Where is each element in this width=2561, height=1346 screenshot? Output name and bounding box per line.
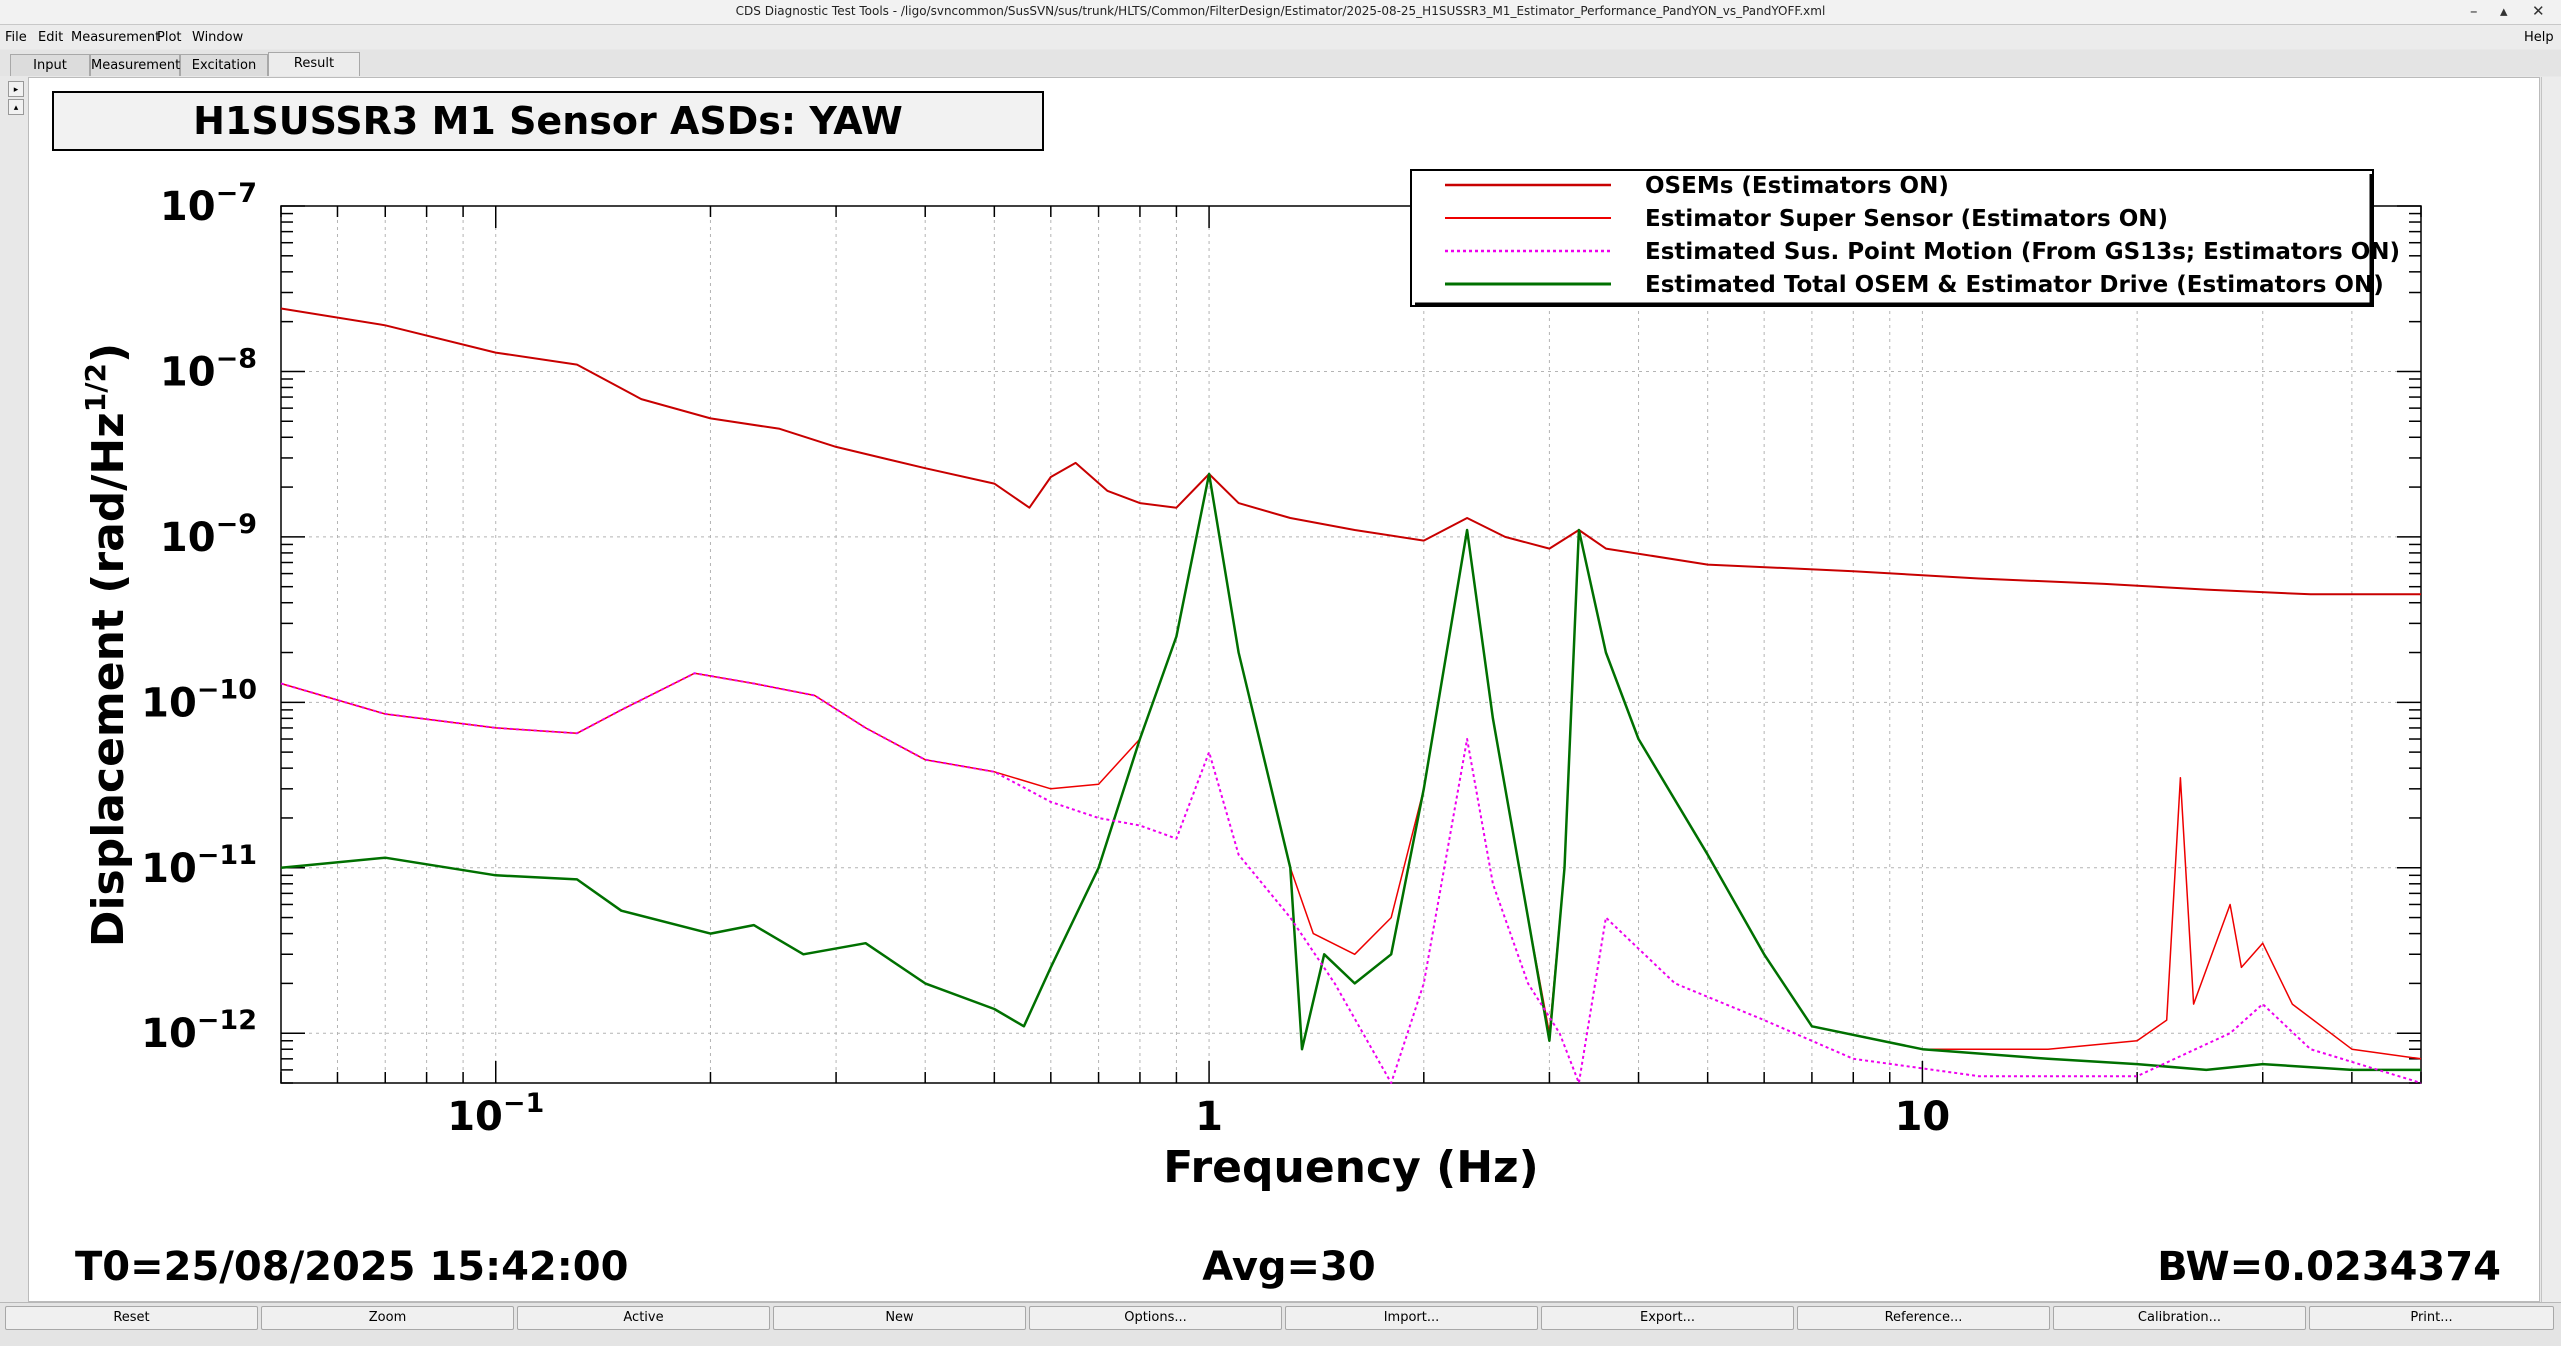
collapse-arrow-icon[interactable]: ▴ <box>8 99 24 115</box>
plot-title: H1SUSSR3 M1 Sensor ASDs: YAW <box>193 99 903 143</box>
legend: OSEMs (Estimators ON) Estimator Super Se… <box>1410 169 2400 307</box>
x-tick-label: 10 <box>1895 1094 1951 1140</box>
series-sus-point-motion <box>280 672 2422 1084</box>
series-super-sensor <box>280 473 2422 1060</box>
menu-plot[interactable]: Plot <box>157 30 182 45</box>
series-osems <box>280 307 2421 596</box>
bw-label: BW=0.0234374 <box>2157 1244 2501 1290</box>
tab-measurement[interactable]: Measurement <box>90 54 180 76</box>
t0-label: T0=25/08/2025 15:42:00 <box>75 1244 628 1290</box>
legend-label-osems: OSEMs (Estimators ON) <box>1645 173 1949 199</box>
x-tick-label: 10−1 <box>447 1088 544 1140</box>
zoom-button[interactable]: Zoom <box>261 1306 514 1330</box>
window-title: CDS Diagnostic Test Tools - /ligo/svncom… <box>735 4 1826 18</box>
left-panel-strip: ▸ ▴ <box>0 77 28 1302</box>
menu-bar: File Edit Measurement Plot Window Help <box>0 25 2561 49</box>
plot-title-box <box>52 91 1044 151</box>
legend-label-sus-point: Estimated Sus. Point Motion (From GS13s;… <box>1645 239 2400 265</box>
series-total-drive <box>280 472 2421 1072</box>
tab-input[interactable]: Input <box>10 54 90 76</box>
menu-edit[interactable]: Edit <box>38 30 64 45</box>
menu-measurement[interactable]: Measurement <box>71 30 161 45</box>
reset-button[interactable]: Reset <box>5 1306 258 1330</box>
close-icon[interactable]: ✕ <box>2532 2 2545 20</box>
active-button[interactable]: Active <box>517 1306 770 1330</box>
y-tick-label: 10−11 <box>141 840 257 892</box>
menu-window[interactable]: Window <box>192 30 244 45</box>
maximize-icon[interactable]: ▴ <box>2500 2 2508 20</box>
asd-plot[interactable]: H1SUSSR3 M1 Sensor ASDs: YAW 10−1 1 1010−7… <box>29 78 2541 1303</box>
y-tick-label: 10−7 <box>160 178 257 230</box>
menu-help[interactable]: Help <box>2524 30 2554 45</box>
new-button[interactable]: New <box>773 1306 1026 1330</box>
y-tick-label: 10−9 <box>160 509 257 561</box>
options-button[interactable]: Options... <box>1029 1306 1282 1330</box>
window-titlebar: CDS Diagnostic Test Tools - /ligo/svncom… <box>0 0 2561 25</box>
tab-bar: Input Measurement Excitation Result <box>0 50 2561 76</box>
y-tick-label: 10−10 <box>141 674 257 726</box>
y-tick-label: 10−12 <box>141 1005 257 1057</box>
reference-button[interactable]: Reference... <box>1797 1306 2050 1330</box>
menu-file[interactable]: File <box>5 30 27 45</box>
calibration-button[interactable]: Calibration... <box>2053 1306 2306 1330</box>
y-axis-title-close: ) <box>83 343 134 363</box>
avg-label: Avg=30 <box>1202 1244 1375 1290</box>
grid <box>281 206 2421 1083</box>
y-axis-title-main: Displacement (rad/Hz <box>83 412 134 947</box>
y-axis-title-sup: 1/2 <box>79 363 112 412</box>
tab-result[interactable]: Result <box>268 52 360 76</box>
series-lines <box>280 307 2422 1084</box>
legend-label-super-sensor: Estimator Super Sensor (Estimators ON) <box>1645 206 2168 232</box>
legend-label-total-drive: Estimated Total OSEM & Estimator Drive (… <box>1645 272 2384 298</box>
minimize-icon[interactable]: – <box>2470 2 2478 20</box>
print-button[interactable]: Print... <box>2309 1306 2554 1330</box>
y-tick-label: 10−8 <box>160 343 257 395</box>
plot-frame <box>280 205 2422 1084</box>
tab-excitation[interactable]: Excitation <box>180 54 268 76</box>
x-axis-title: Frequency (Hz) <box>1163 1142 1539 1193</box>
import-button[interactable]: Import... <box>1285 1306 1538 1330</box>
y-axis-title: Displacement (rad/Hz1/2) <box>79 343 134 947</box>
export-button[interactable]: Export... <box>1541 1306 1794 1330</box>
plot-canvas[interactable]: H1SUSSR3 M1 Sensor ASDs: YAW 10−1 1 10 10−7… <box>28 77 2540 1302</box>
vertical-scrollbar[interactable] <box>2541 77 2561 1302</box>
bottom-button-bar: Reset Zoom Active New Options... Import.… <box>0 1302 2561 1346</box>
x-tick-label: 1 <box>1195 1094 1223 1140</box>
expand-arrow-icon[interactable]: ▸ <box>8 81 24 97</box>
